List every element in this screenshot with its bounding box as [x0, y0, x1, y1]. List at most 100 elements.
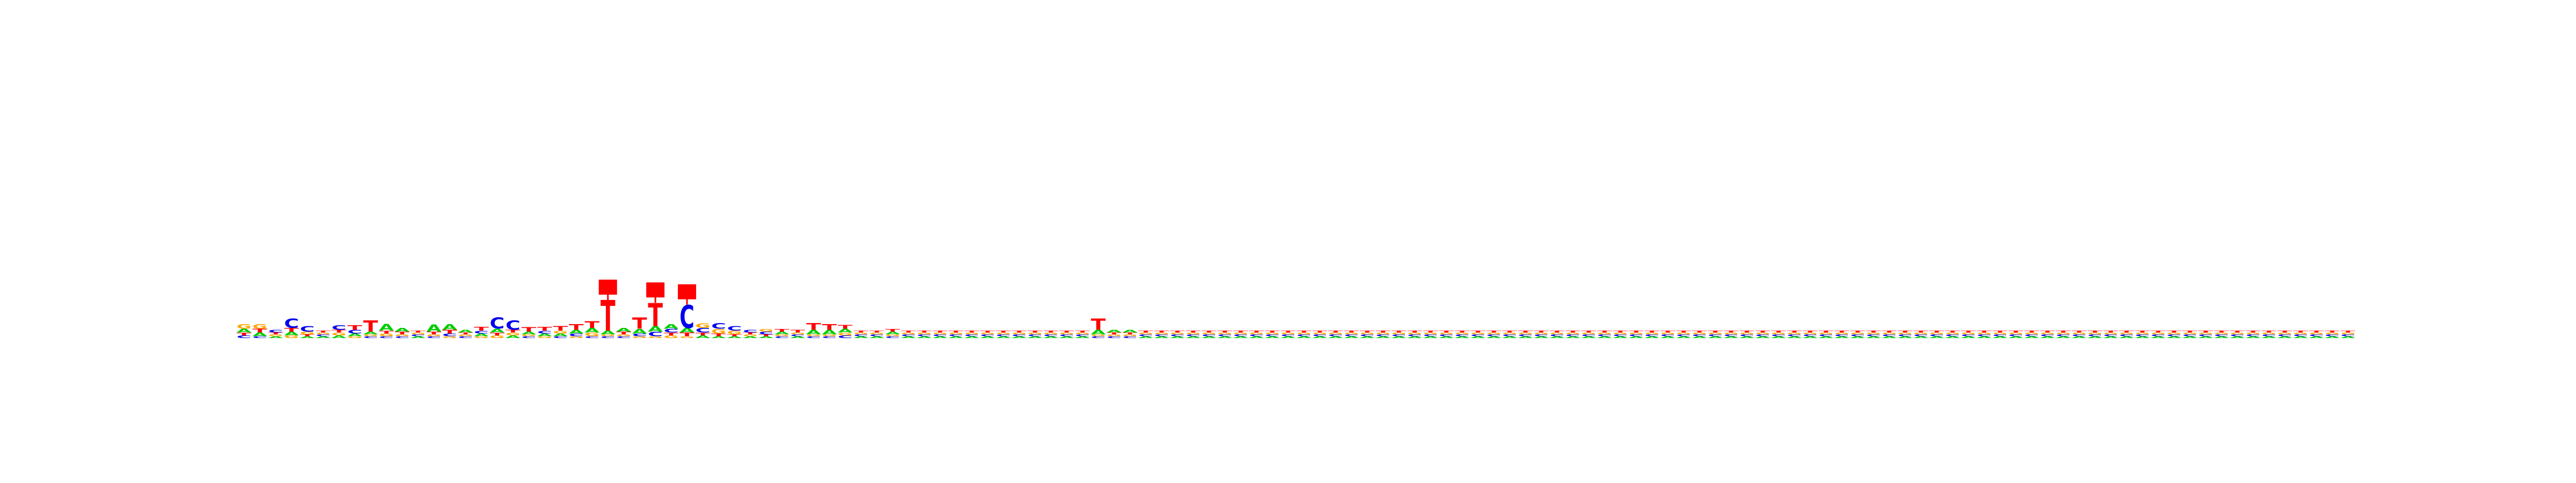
logo-letter-t-pos-117: T	[2072, 330, 2087, 333]
logo-letter-t-pos-77: T	[1439, 330, 1454, 333]
logo-letter-t-pos-84: T	[1550, 330, 1565, 333]
logo-letter-t-pos-101: T	[1819, 330, 1834, 333]
logo-letter-t-pos-26: T	[632, 315, 647, 333]
logo-letter-t-pos-112: T	[1993, 330, 2008, 333]
logo-letter-t-pos-62: T	[1202, 330, 1217, 333]
logo-letter-t-pos-9: T	[363, 318, 378, 335]
logo-letter-t-pos-20: T	[537, 326, 552, 332]
logo-letter-t-pos-107: T	[1914, 330, 1929, 333]
logo-letter-t-pos-103: T	[1850, 330, 1865, 333]
logo-letter-c-pos-18: C	[506, 318, 521, 333]
logo-letter-t-pos-78: T	[1455, 330, 1470, 333]
logo-letter-t-pos-44: T	[917, 330, 932, 333]
logo-letter-t-pos-89: T	[1629, 330, 1644, 333]
logo-letter-a-pos-11: A	[395, 327, 411, 333]
logo-letter-t-pos-129: T	[2262, 330, 2277, 333]
logo-letter-t-pos-97: T	[1755, 330, 1770, 333]
logo-letter-t-pos-125: T	[2198, 330, 2213, 333]
logo-letter-t-pos-36: T	[791, 329, 806, 333]
logo-letter-t-pos-69: T	[1312, 330, 1327, 333]
logo-letter-t-pos-114: T	[2024, 330, 2039, 333]
logo-letter-t-pos-23: T	[584, 320, 599, 330]
logo-letter-t-pos-81: T	[1502, 330, 1517, 333]
logo-letter-t-pos-123: T	[2167, 330, 2182, 333]
logo-letter-c-pos-3: C	[268, 329, 283, 333]
logo-letter-t-pos-100: T	[1803, 330, 1818, 333]
logo-letter-t-pos-43: T	[901, 330, 916, 333]
logo-letter-t-pos-75: T	[1407, 330, 1422, 333]
logo-letter-t-pos-95: T	[1724, 330, 1739, 333]
logo-letter-t-pos-48: T	[980, 330, 995, 333]
logo-letter-g-pos-34: G	[759, 328, 774, 332]
logo-letter-t-pos-87: T	[1597, 330, 1612, 333]
logo-letter-t-pos-122: T	[2151, 330, 2166, 333]
logo-letter-t-pos-93: T	[1692, 330, 1707, 333]
logo-letter-a-pos-14: A	[442, 323, 457, 332]
logo-letter-g-pos-1: G	[237, 323, 252, 331]
logo-letter-t-pos-82: T	[1518, 330, 1533, 333]
logo-letter-t-pos-115: T	[2040, 330, 2055, 333]
logo-letter-a-pos-13: A	[427, 322, 442, 334]
logo-letter-t-pos-79: T	[1470, 330, 1485, 333]
logo-letter-c-pos-33: C	[743, 329, 758, 333]
logo-letter-t-pos-51: T	[1028, 330, 1043, 333]
logo-letter-t-pos-110: T	[1961, 330, 1976, 333]
logo-letter-g-pos-30: G	[696, 322, 711, 330]
logo-letter-t-pos-54: T	[1075, 330, 1090, 333]
logo-letter-a-pos-28: A	[664, 323, 679, 331]
logo-letter-c-pos-4: C	[284, 317, 299, 331]
logo-letter-t-pos-96: T	[1739, 330, 1754, 333]
logo-letter-t-pos-90: T	[1644, 330, 1659, 333]
logo-letter-a-pos-25: A	[616, 327, 632, 333]
logo-letter-t-pos-68: T	[1297, 330, 1312, 333]
logo-letter-c-pos-31: C	[711, 322, 726, 331]
logo-letter-t-pos-67: T	[1280, 330, 1296, 333]
logo-letter-t-pos-76: T	[1423, 330, 1438, 333]
logo-letter-t-pos-66: T	[1265, 330, 1280, 333]
logo-letter-t-pos-131: T	[2293, 330, 2308, 333]
logo-letter-t-pos-133: T	[2325, 330, 2340, 333]
logo-letter-t-pos-88: T	[1613, 330, 1628, 333]
logo-letter-t-pos-104: T	[1866, 330, 1881, 333]
logo-letter-t-pos-47: T	[964, 330, 979, 333]
logo-letter-t-pos-99: T	[1787, 330, 1802, 333]
logo-letter-t-pos-86: T	[1581, 330, 1596, 333]
logo-letter-t-pos-105: T	[1882, 330, 1897, 333]
logo-letter-t-pos-120: T	[2119, 330, 2134, 333]
logo-letter-t-pos-108: T	[1929, 330, 1944, 333]
logo-letter-t-pos-94: T	[1708, 330, 1723, 333]
logo-letter-t-pos-111: T	[1977, 330, 1992, 333]
logo-letter-a-pos-56: A	[1107, 329, 1122, 333]
logo-letter-t-pos-73: T	[1375, 330, 1391, 333]
logo-letter-t-pos-132: T	[2309, 330, 2324, 333]
logo-letter-t-pos-59: T	[1154, 330, 1169, 333]
logo-letter-t-pos-130: T	[2278, 330, 2293, 333]
logo-letter-t-pos-50: T	[1012, 330, 1027, 333]
logo-letter-t-pos-38: T	[822, 323, 837, 332]
logo-letter-t-pos-58: T	[1138, 330, 1153, 333]
logo-letter-t-pos-55: T	[1091, 316, 1106, 333]
logo-letter-t-pos-70: T	[1328, 330, 1343, 333]
logo-letter-t-pos-19: T	[521, 326, 537, 333]
logo-letter-t-pos-65: T	[1249, 330, 1264, 333]
logo-letter-t-pos-126: T	[2214, 330, 2229, 333]
logo-letter-a-pos-15: A	[458, 329, 473, 333]
logo-glyphs: CTAGCATGAGTCGATCATGCACGTAGTCGACTCGATCGTA…	[237, 291, 2356, 341]
logo-letter-t-pos-52: T	[1043, 330, 1058, 333]
error-cap-pos-24	[599, 280, 617, 295]
logo-letter-t-pos-72: T	[1360, 330, 1375, 333]
logo-letter-t-pos-85: T	[1565, 330, 1580, 333]
logo-letter-t-pos-128: T	[2246, 330, 2261, 333]
logo-letter-t-pos-80: T	[1487, 330, 1502, 333]
logo-letter-t-pos-6: T	[316, 330, 331, 333]
logo-letter-t-pos-124: T	[2183, 330, 2198, 333]
logo-letter-t-pos-46: T	[948, 330, 963, 333]
logo-letter-t-pos-60: T	[1170, 330, 1185, 333]
logo-letter-t-pos-21: T	[553, 325, 568, 332]
logo-letter-t-pos-92: T	[1676, 330, 1691, 333]
logo-letter-t-pos-12: T	[411, 330, 426, 333]
logo-letter-t-pos-134: T	[2340, 330, 2355, 333]
logo-letter-c-pos-5: C	[300, 325, 315, 333]
error-cap-pos-29	[678, 284, 696, 299]
